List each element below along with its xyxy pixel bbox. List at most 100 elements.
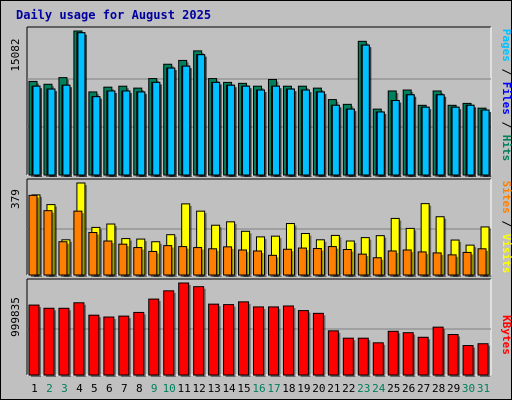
pages-bar <box>212 81 221 176</box>
x-tick-label: 23 <box>357 382 370 395</box>
sites-bar <box>312 248 322 276</box>
kbytes-bar <box>103 316 115 376</box>
x-tick-label: 20 <box>312 382 325 395</box>
pages-bar <box>286 88 295 176</box>
x-tick-label: 12 <box>193 382 206 395</box>
x-tick-label: 11 <box>178 382 191 395</box>
x-tick-label: 28 <box>432 382 445 395</box>
kbytes-bar <box>282 305 294 376</box>
x-tick-label: 14 <box>222 382 236 395</box>
x-tick-label: 18 <box>282 382 295 395</box>
sites-bar <box>88 232 98 276</box>
sites-bar <box>357 253 367 276</box>
pages-bar <box>47 88 56 176</box>
pages-bar <box>406 94 415 176</box>
pages-bar <box>92 96 101 176</box>
sites-bar <box>43 210 53 276</box>
pages-bar <box>122 90 131 176</box>
kbytes-bar <box>417 336 429 376</box>
kbytes-bar <box>402 332 414 376</box>
pages-bar <box>77 32 86 176</box>
kbytes-bar <box>342 337 354 376</box>
kbytes-bar <box>372 342 384 376</box>
sites-bar <box>223 246 233 276</box>
sites-bar <box>103 240 113 276</box>
pages-bar <box>242 85 251 176</box>
chart-title: Daily usage for August 2025 <box>16 8 212 22</box>
legend-hits-files-pages-part: Hits <box>500 135 512 162</box>
legend-hits-files-pages: Pages / Files / Hits <box>500 29 512 162</box>
pages-bar <box>62 84 71 176</box>
kbytes-bar <box>387 330 399 376</box>
x-tick-label: 30 <box>462 382 475 395</box>
sites-bar <box>133 247 143 276</box>
kbytes-bar <box>163 290 175 376</box>
legend-sites-visits-part: / <box>500 214 512 234</box>
sites-bar <box>238 249 248 276</box>
x-tick-label: 10 <box>163 382 176 395</box>
x-tick-label: 22 <box>342 382 355 395</box>
kbytes-bar <box>58 307 70 376</box>
y-max-label: 15082 <box>9 38 22 71</box>
kbytes-bar <box>327 330 339 376</box>
kbytes-bar <box>477 343 489 376</box>
sites-bar <box>327 246 337 276</box>
kbytes-bar <box>462 345 474 376</box>
pages-bar <box>152 81 161 176</box>
kbytes-bar <box>88 314 100 376</box>
kbytes-bar <box>148 298 160 376</box>
sites-bar <box>148 250 158 276</box>
sites-bar <box>447 254 457 276</box>
sites-bar <box>208 248 218 276</box>
sites-bar <box>28 194 38 276</box>
x-tick-label: 21 <box>327 382 340 395</box>
x-tick-label: 6 <box>106 382 113 395</box>
sites-bar <box>402 249 412 276</box>
sites-bar <box>253 250 263 276</box>
pages-bar <box>316 91 325 176</box>
x-tick-label: 16 <box>252 382 265 395</box>
x-tick-label: 1 <box>31 382 38 395</box>
legend-kbytes-part: KBytes <box>500 315 512 355</box>
pages-bar <box>257 89 266 176</box>
legend-hits-files-pages-part: / <box>500 115 512 135</box>
x-tick-label: 19 <box>297 382 310 395</box>
kbytes-bar <box>178 282 190 376</box>
sites-bar <box>282 248 292 276</box>
sites-bar <box>118 243 128 276</box>
x-tick-label: 17 <box>267 382 280 395</box>
sites-bar <box>178 246 188 276</box>
pages-bar <box>331 104 340 176</box>
sites-bar <box>477 248 487 276</box>
sites-bar <box>342 249 352 276</box>
pages-bar <box>271 85 280 176</box>
sites-bar <box>432 252 442 276</box>
legend-hits-files-pages-part: Pages <box>500 29 512 62</box>
pages-bar <box>301 89 310 176</box>
pages-bar <box>391 100 400 176</box>
legend-sites-visits-part: Visits <box>500 234 512 274</box>
pages-bar <box>346 108 355 176</box>
x-tick-label: 5 <box>91 382 98 395</box>
sites-bar <box>417 251 427 276</box>
pages-bar <box>376 111 385 176</box>
x-tick-label: 4 <box>76 382 83 395</box>
sites-bar <box>193 247 203 276</box>
kbytes-bar <box>73 302 85 376</box>
pages-bar <box>182 65 191 176</box>
kbytes-bar <box>193 286 205 376</box>
pages-bar <box>107 90 116 176</box>
pages-bar <box>436 94 445 176</box>
kbytes-bar <box>267 306 279 376</box>
kbytes-bar <box>43 307 55 376</box>
pages-bar <box>451 106 460 176</box>
sites-bar <box>387 250 397 276</box>
legend-hits-files-pages-part: Files <box>500 82 512 115</box>
sites-bar <box>267 254 277 276</box>
x-tick-label: 15 <box>237 382 250 395</box>
pages-bar <box>421 106 430 176</box>
kbytes-bar <box>312 312 324 376</box>
pages-bar <box>361 44 370 176</box>
pages-bar <box>481 109 490 176</box>
